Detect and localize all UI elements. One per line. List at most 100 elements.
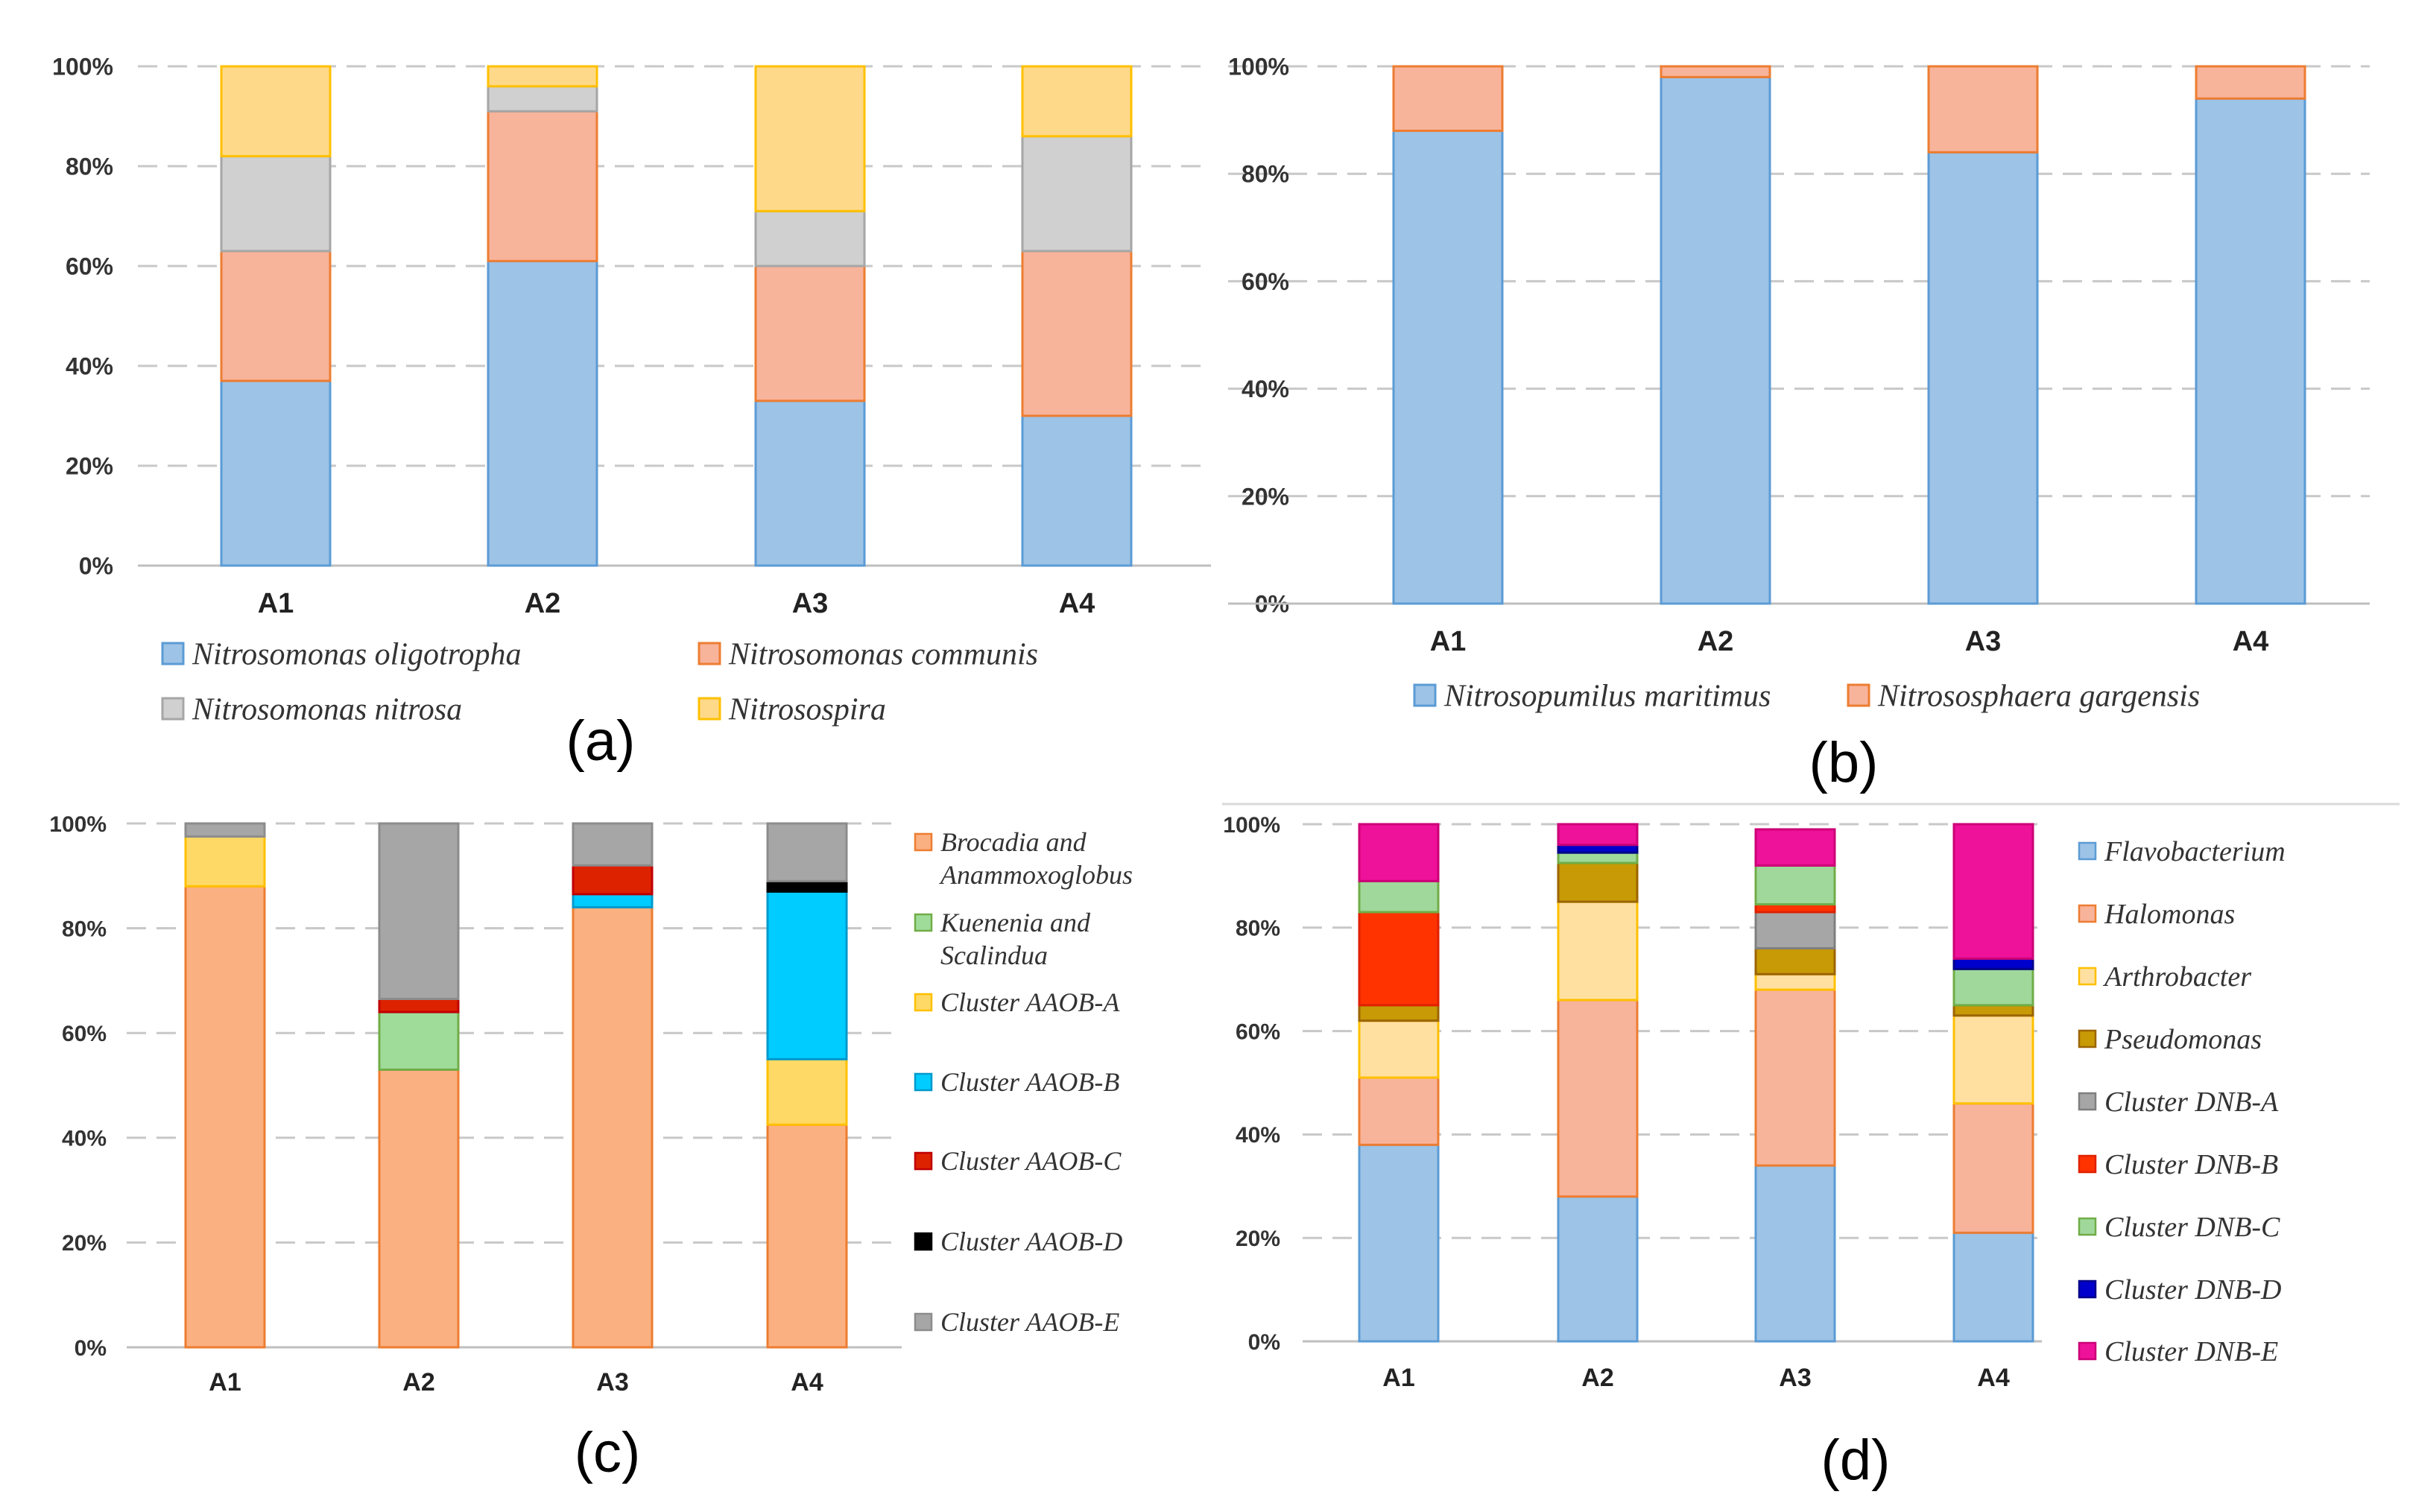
bar-segment — [1952, 957, 2034, 970]
x-tick-label: A3 — [1965, 626, 2002, 657]
bar-segment — [378, 1068, 460, 1349]
x-tick-label: A4 — [1977, 1364, 2010, 1392]
chart-panel-d: 0% 20% 40% 60% 80% 100% A1 A2 A3 A4 Flavobacterium… — [1223, 813, 2285, 1492]
y-tick-label: 20% — [66, 453, 113, 480]
bar-segment — [754, 399, 866, 567]
chart-panel-b: 0%20%40%60%80%100%A1 A2 A3 A4Nitrosopumilus… — [1228, 54, 2370, 794]
bar-segment — [2195, 65, 2306, 100]
legend-label: Cluster AAOB-B — [940, 1067, 1119, 1097]
x-tick-label: A4 — [1059, 588, 1095, 619]
bar-segment — [1358, 823, 1440, 882]
bar-segment — [1557, 861, 1639, 903]
bar-segment — [1927, 65, 2039, 154]
legend-swatch — [914, 1232, 933, 1251]
legend-label: Cluster DNB-B — [2104, 1149, 2278, 1180]
bar-segment — [1358, 1076, 1440, 1146]
x-tick-label: A2 — [525, 588, 561, 619]
y-tick-label: 40% — [66, 353, 113, 380]
legend-swatch — [698, 697, 721, 721]
legend-swatch — [914, 913, 933, 932]
y-tick-label: 20% — [1242, 483, 1289, 510]
bar-segment — [1557, 844, 1639, 854]
x-tick-label: A3 — [1779, 1364, 1811, 1392]
chart-panel-c: 0% 20% 40% 60% 80% 100% A1 A2 A3 A4 Brocadia andAn… — [49, 812, 1133, 1484]
bar-segment — [220, 155, 332, 253]
bar-segment — [2195, 97, 2306, 605]
bar-segment — [1021, 65, 1133, 138]
bar-segment — [1021, 414, 1133, 567]
legend-label: Brocadia and — [940, 827, 1087, 857]
legend-swatch — [161, 642, 185, 665]
bar-segment — [1952, 1231, 2034, 1343]
x-tick-label: A4 — [2233, 626, 2269, 657]
legend-swatch — [914, 993, 933, 1012]
y-tick-label: 100% — [1228, 54, 1289, 80]
bar-segment — [1927, 151, 2039, 605]
legend-label: Pseudomonas — [2104, 1024, 2262, 1055]
bar-segment — [487, 65, 598, 88]
legend-label: Cluster DNB-A — [2104, 1086, 2279, 1118]
legend-label: Cluster DNB-D — [2104, 1274, 2282, 1306]
bar-segment — [766, 879, 848, 893]
x-tick-label: A3 — [792, 588, 829, 619]
bar-segment — [1392, 65, 1504, 133]
bar-segment — [1358, 911, 1440, 1007]
bar-segment — [1358, 879, 1440, 914]
bar-segment — [184, 822, 266, 838]
x-tick-label: A1 — [1382, 1364, 1414, 1392]
bar-segment — [1952, 967, 2034, 1007]
y-tick-label: 60% — [62, 1022, 107, 1046]
legend-swatch — [2078, 841, 2097, 861]
y-tick-label: 20% — [62, 1231, 107, 1256]
bar-segment — [1952, 1004, 2034, 1017]
bar-segment — [1952, 1102, 2034, 1234]
legend-swatch — [914, 1072, 933, 1092]
bar-segment — [754, 209, 866, 268]
bar-segment — [1557, 999, 1639, 1198]
legend-label: Nitrosopumilus maritimus — [1443, 679, 1771, 713]
bar-segment — [572, 893, 654, 908]
bar-segment — [1557, 823, 1639, 847]
x-tick-label: A1 — [209, 1368, 241, 1396]
legend-label: Cluster AAOB-A — [940, 987, 1120, 1017]
bar-segment — [1754, 911, 1836, 950]
legend-label: Nitrosospira — [728, 692, 886, 727]
x-tick-label: A2 — [1698, 626, 1734, 657]
legend-swatch — [2078, 1029, 2097, 1048]
y-tick-label: 100% — [49, 812, 107, 837]
legend-swatch — [914, 1312, 933, 1332]
bar-segment — [220, 250, 332, 382]
y-tick-label: 0% — [1248, 1330, 1280, 1355]
x-tick-label: A2 — [402, 1368, 434, 1396]
bar-segment — [766, 890, 848, 1060]
bar-segment — [378, 1010, 460, 1071]
bar-segment — [1754, 903, 1836, 914]
x-tick-label: A4 — [791, 1368, 823, 1396]
bar-segment — [572, 905, 654, 1349]
bar-segment — [378, 822, 460, 1001]
y-tick-label: 60% — [1242, 268, 1289, 295]
legend-label: Nitrosomonas communis — [728, 637, 1038, 671]
y-tick-label: 0% — [75, 1336, 107, 1361]
legend-label: Cluster DNB-E — [2104, 1336, 2278, 1367]
chart-panel-a: 0% 20% 40% 60% 80% 100% A1 A2 A3 A4 Nitrosomonas o… — [52, 54, 1211, 773]
y-tick-label: 60% — [1236, 1019, 1280, 1044]
bar-segment — [1754, 1164, 1836, 1343]
legend-label: Cluster AAOB-C — [940, 1146, 1122, 1176]
y-tick-label: 60% — [66, 253, 113, 280]
bar-segment — [766, 822, 848, 882]
bar-segment — [1021, 135, 1133, 253]
bar-segment — [378, 998, 460, 1013]
bar-segment — [1754, 972, 1836, 991]
legend-swatch — [1413, 683, 1437, 707]
panel-label: (c) — [575, 1421, 641, 1484]
bar-segment — [754, 265, 866, 402]
bar-segment — [184, 885, 266, 1349]
bar-segment — [1021, 250, 1133, 417]
legend-swatch — [2078, 1154, 2097, 1174]
bar-segment — [487, 259, 598, 567]
bar-segment — [1660, 65, 1771, 78]
panel-label: (d) — [1821, 1429, 1891, 1492]
legend-swatch — [914, 832, 933, 852]
